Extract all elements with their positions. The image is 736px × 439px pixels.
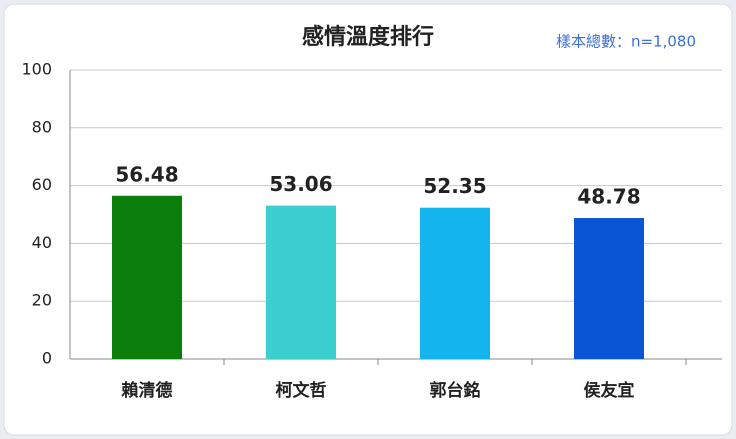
y-tick-label: 0 bbox=[42, 349, 52, 368]
x-tick-label: 侯友宜 bbox=[584, 380, 635, 401]
y-tick-label: 20 bbox=[32, 291, 52, 310]
x-tick-label: 賴清德 bbox=[122, 380, 173, 401]
bar bbox=[420, 207, 490, 359]
value-label: 56.48 bbox=[115, 162, 178, 186]
bar bbox=[266, 205, 336, 359]
value-label: 48.78 bbox=[577, 185, 640, 209]
value-label: 52.35 bbox=[423, 174, 486, 198]
x-tick-label: 柯文哲 bbox=[276, 380, 327, 401]
card bbox=[3, 3, 733, 436]
value-label: 53.06 bbox=[269, 172, 332, 196]
x-tick-label: 郭台銘 bbox=[430, 380, 481, 401]
y-tick-label: 100 bbox=[21, 60, 52, 79]
y-tick-label: 40 bbox=[32, 233, 52, 252]
bar bbox=[574, 218, 644, 359]
y-tick-label: 60 bbox=[32, 175, 52, 194]
chart-title: 感情溫度排行 bbox=[302, 24, 434, 50]
sample-note: 樣本總數：n=1,080 bbox=[556, 33, 696, 51]
y-tick-label: 80 bbox=[32, 117, 52, 136]
bar bbox=[112, 195, 182, 359]
